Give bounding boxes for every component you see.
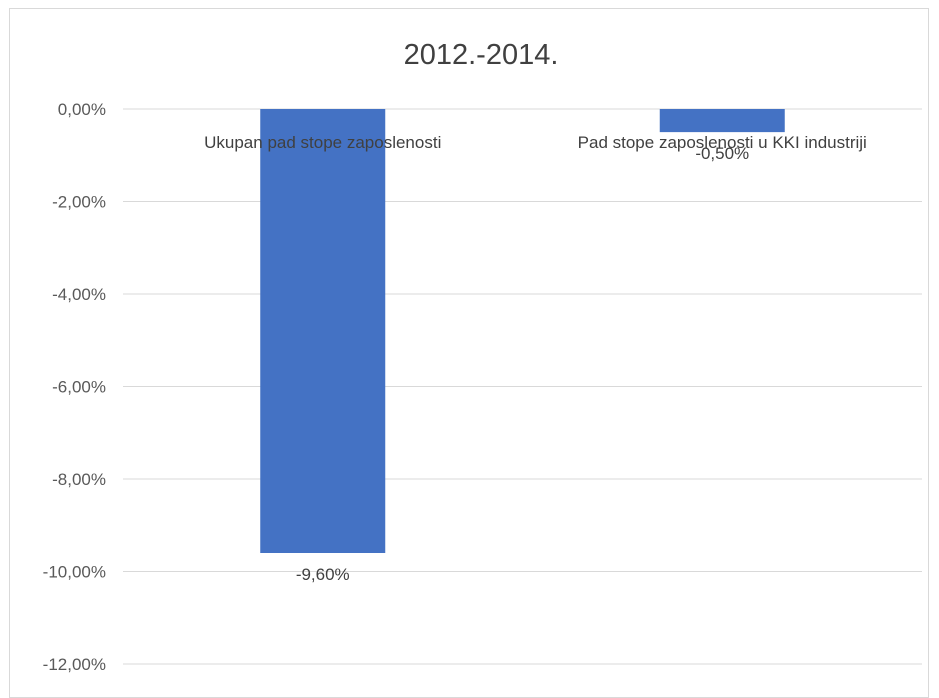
y-tick-label: -6,00% (52, 378, 106, 397)
category-labels: Ukupan pad stope zaposlenosti Pad stope z… (204, 133, 867, 152)
y-tick-label: -4,00% (52, 285, 106, 304)
bars (260, 109, 785, 553)
y-tick-label: -8,00% (52, 470, 106, 489)
y-tick-label: -12,00% (43, 655, 106, 674)
category-label: Ukupan pad stope zaposlenosti (204, 133, 441, 152)
category-label: Pad stope zaposlenosti u KKI industriji (578, 133, 867, 152)
data-label: -0,50% (695, 144, 749, 163)
gridlines (123, 108, 922, 665)
data-label: -9,60% (296, 565, 350, 584)
y-tick-label: 0,00% (58, 100, 106, 119)
bar (260, 109, 386, 553)
y-tick-label: -2,00% (52, 193, 106, 212)
y-tick-label: -10,00% (43, 563, 106, 582)
bar (659, 109, 785, 133)
chart-title: 2012.-2014. (404, 39, 559, 71)
y-axis-tick-labels: 0,00% -2,00% -4,00% -6,00% -8,00% -10,00% -12,… (43, 100, 106, 674)
data-labels: -9,60% -0,50% (296, 144, 749, 584)
